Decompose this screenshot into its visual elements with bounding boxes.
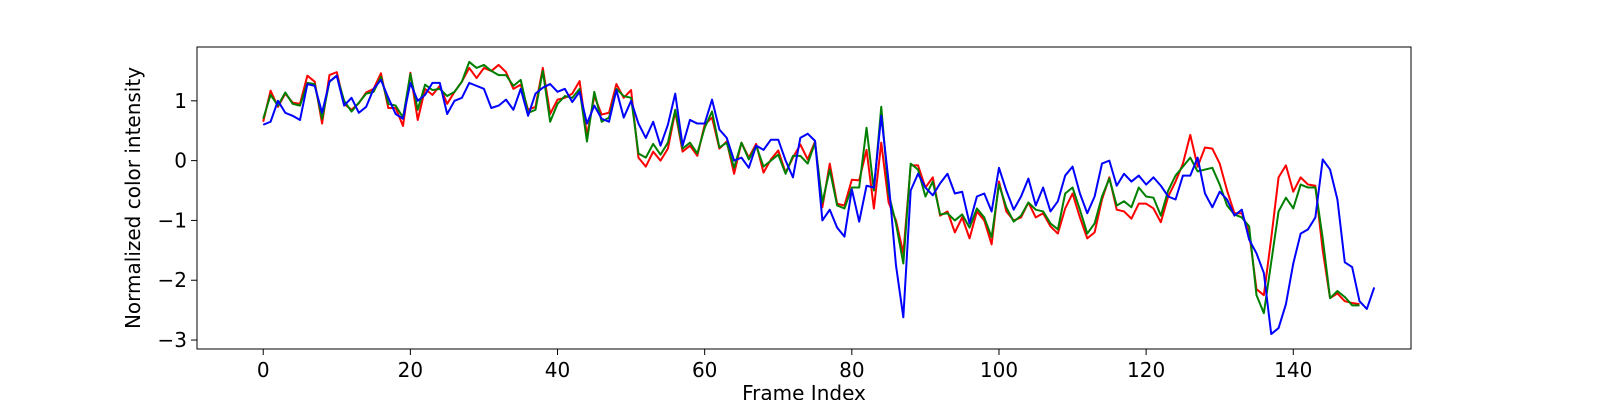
- x-tick-label: 60: [692, 358, 717, 382]
- x-axis: 0 20 40 60 80 100 120 140: [257, 349, 1312, 382]
- x-tick-label: 120: [1127, 358, 1165, 382]
- series-line-1: [262, 63, 1360, 306]
- y-axis: −3 −2 −1 0 1: [158, 89, 197, 352]
- series-line-2: [262, 60, 1360, 315]
- y-tick-label: −3: [158, 328, 187, 352]
- x-tick-label: 100: [980, 358, 1018, 382]
- series-line-3: [262, 74, 1376, 336]
- x-axis-label: Frame Index: [742, 381, 866, 400]
- plot-area: [262, 60, 1376, 336]
- y-axis-label: Normalized color intensity: [121, 67, 145, 329]
- axes-frame: [196, 46, 1412, 350]
- y-tick-label: 0: [174, 149, 187, 173]
- x-tick-label: 140: [1274, 358, 1312, 382]
- x-tick-label: 80: [839, 358, 864, 382]
- y-tick-label: −1: [158, 208, 187, 232]
- x-tick-label: 40: [545, 358, 570, 382]
- x-tick-label: 20: [398, 358, 423, 382]
- x-tick-label: 0: [257, 358, 270, 382]
- y-tick-label: −2: [158, 268, 187, 292]
- y-tick-label: 1: [174, 89, 187, 113]
